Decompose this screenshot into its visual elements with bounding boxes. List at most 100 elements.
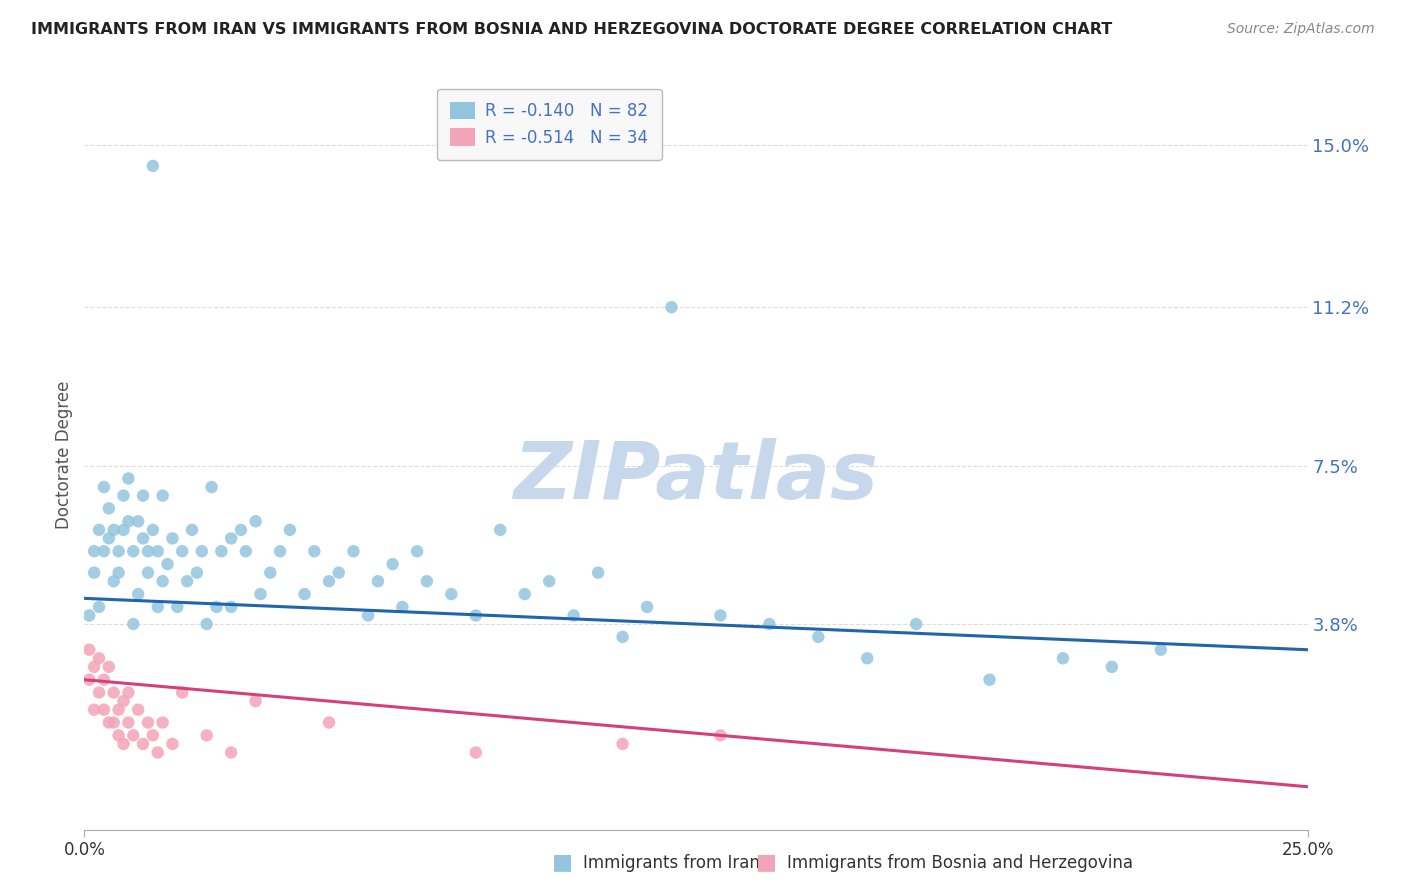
- Point: [117, 715, 139, 730]
- Point: [294, 587, 316, 601]
- Point: [709, 608, 731, 623]
- Point: [1150, 642, 1173, 657]
- Point: [107, 703, 129, 717]
- Point: [132, 532, 155, 546]
- Point: [107, 728, 129, 742]
- Point: [77, 673, 100, 687]
- Point: [162, 532, 184, 546]
- Point: [97, 715, 120, 730]
- Point: [132, 489, 155, 503]
- Point: [758, 617, 780, 632]
- Point: [152, 715, 174, 730]
- Point: [1052, 651, 1074, 665]
- Point: [586, 566, 609, 580]
- Point: [219, 532, 242, 546]
- Point: [77, 608, 100, 623]
- Point: [107, 566, 129, 580]
- Point: [103, 574, 125, 589]
- Point: [229, 523, 252, 537]
- Point: [562, 608, 585, 623]
- Point: [1101, 660, 1123, 674]
- Point: [538, 574, 561, 589]
- Point: [381, 557, 404, 571]
- Point: [142, 159, 165, 173]
- Point: [152, 574, 174, 589]
- Point: [636, 599, 658, 614]
- Point: [146, 599, 169, 614]
- Point: [219, 746, 242, 760]
- Point: [122, 728, 145, 742]
- Point: [83, 703, 105, 717]
- Point: [152, 489, 174, 503]
- Point: [464, 608, 486, 623]
- Point: [489, 523, 512, 537]
- Point: [103, 715, 125, 730]
- Point: [856, 651, 879, 665]
- Text: ■: ■: [756, 853, 776, 872]
- Point: [97, 660, 120, 674]
- Point: [249, 587, 271, 601]
- Text: ZIPatlas: ZIPatlas: [513, 438, 879, 516]
- Point: [391, 599, 413, 614]
- Point: [209, 544, 232, 558]
- Point: [709, 728, 731, 742]
- Point: [342, 544, 364, 558]
- Point: [186, 566, 208, 580]
- Point: [107, 544, 129, 558]
- Text: Immigrants from Iran: Immigrants from Iran: [583, 855, 761, 872]
- Point: [979, 673, 1001, 687]
- Point: [612, 630, 634, 644]
- Text: Immigrants from Bosnia and Herzegovina: Immigrants from Bosnia and Herzegovina: [787, 855, 1133, 872]
- Point: [245, 514, 267, 528]
- Point: [245, 694, 267, 708]
- Point: [112, 489, 135, 503]
- Point: [142, 728, 165, 742]
- Text: IMMIGRANTS FROM IRAN VS IMMIGRANTS FROM BOSNIA AND HERZEGOVINA DOCTORATE DEGREE : IMMIGRANTS FROM IRAN VS IMMIGRANTS FROM …: [31, 22, 1112, 37]
- Point: [661, 300, 683, 314]
- Point: [136, 566, 159, 580]
- Point: [367, 574, 389, 589]
- Point: [87, 523, 110, 537]
- Point: [269, 544, 291, 558]
- Point: [219, 599, 242, 614]
- Point: [117, 514, 139, 528]
- Point: [328, 566, 350, 580]
- Point: [122, 544, 145, 558]
- Point: [318, 715, 340, 730]
- Point: [87, 651, 110, 665]
- Point: [146, 746, 169, 760]
- Point: [905, 617, 928, 632]
- Point: [318, 574, 340, 589]
- Point: [166, 599, 188, 614]
- Point: [93, 703, 115, 717]
- Point: [612, 737, 634, 751]
- Point: [93, 673, 115, 687]
- Point: [112, 523, 135, 537]
- Point: [357, 608, 380, 623]
- Point: [112, 737, 135, 751]
- Point: [117, 685, 139, 699]
- Point: [117, 471, 139, 485]
- Point: [83, 660, 105, 674]
- Point: [807, 630, 830, 644]
- Point: [77, 642, 100, 657]
- Point: [191, 544, 214, 558]
- Point: [172, 685, 194, 699]
- Point: [146, 544, 169, 558]
- Point: [176, 574, 198, 589]
- Text: ■: ■: [553, 853, 572, 872]
- Point: [87, 599, 110, 614]
- Point: [132, 737, 155, 751]
- Legend: R = -0.140   N = 82, R = -0.514   N = 34: R = -0.140 N = 82, R = -0.514 N = 34: [437, 88, 661, 160]
- Point: [181, 523, 204, 537]
- Text: Source: ZipAtlas.com: Source: ZipAtlas.com: [1227, 22, 1375, 37]
- Point: [97, 501, 120, 516]
- Point: [156, 557, 179, 571]
- Point: [259, 566, 281, 580]
- Point: [83, 544, 105, 558]
- Point: [127, 587, 149, 601]
- Point: [112, 694, 135, 708]
- Point: [304, 544, 326, 558]
- Point: [93, 544, 115, 558]
- Point: [235, 544, 257, 558]
